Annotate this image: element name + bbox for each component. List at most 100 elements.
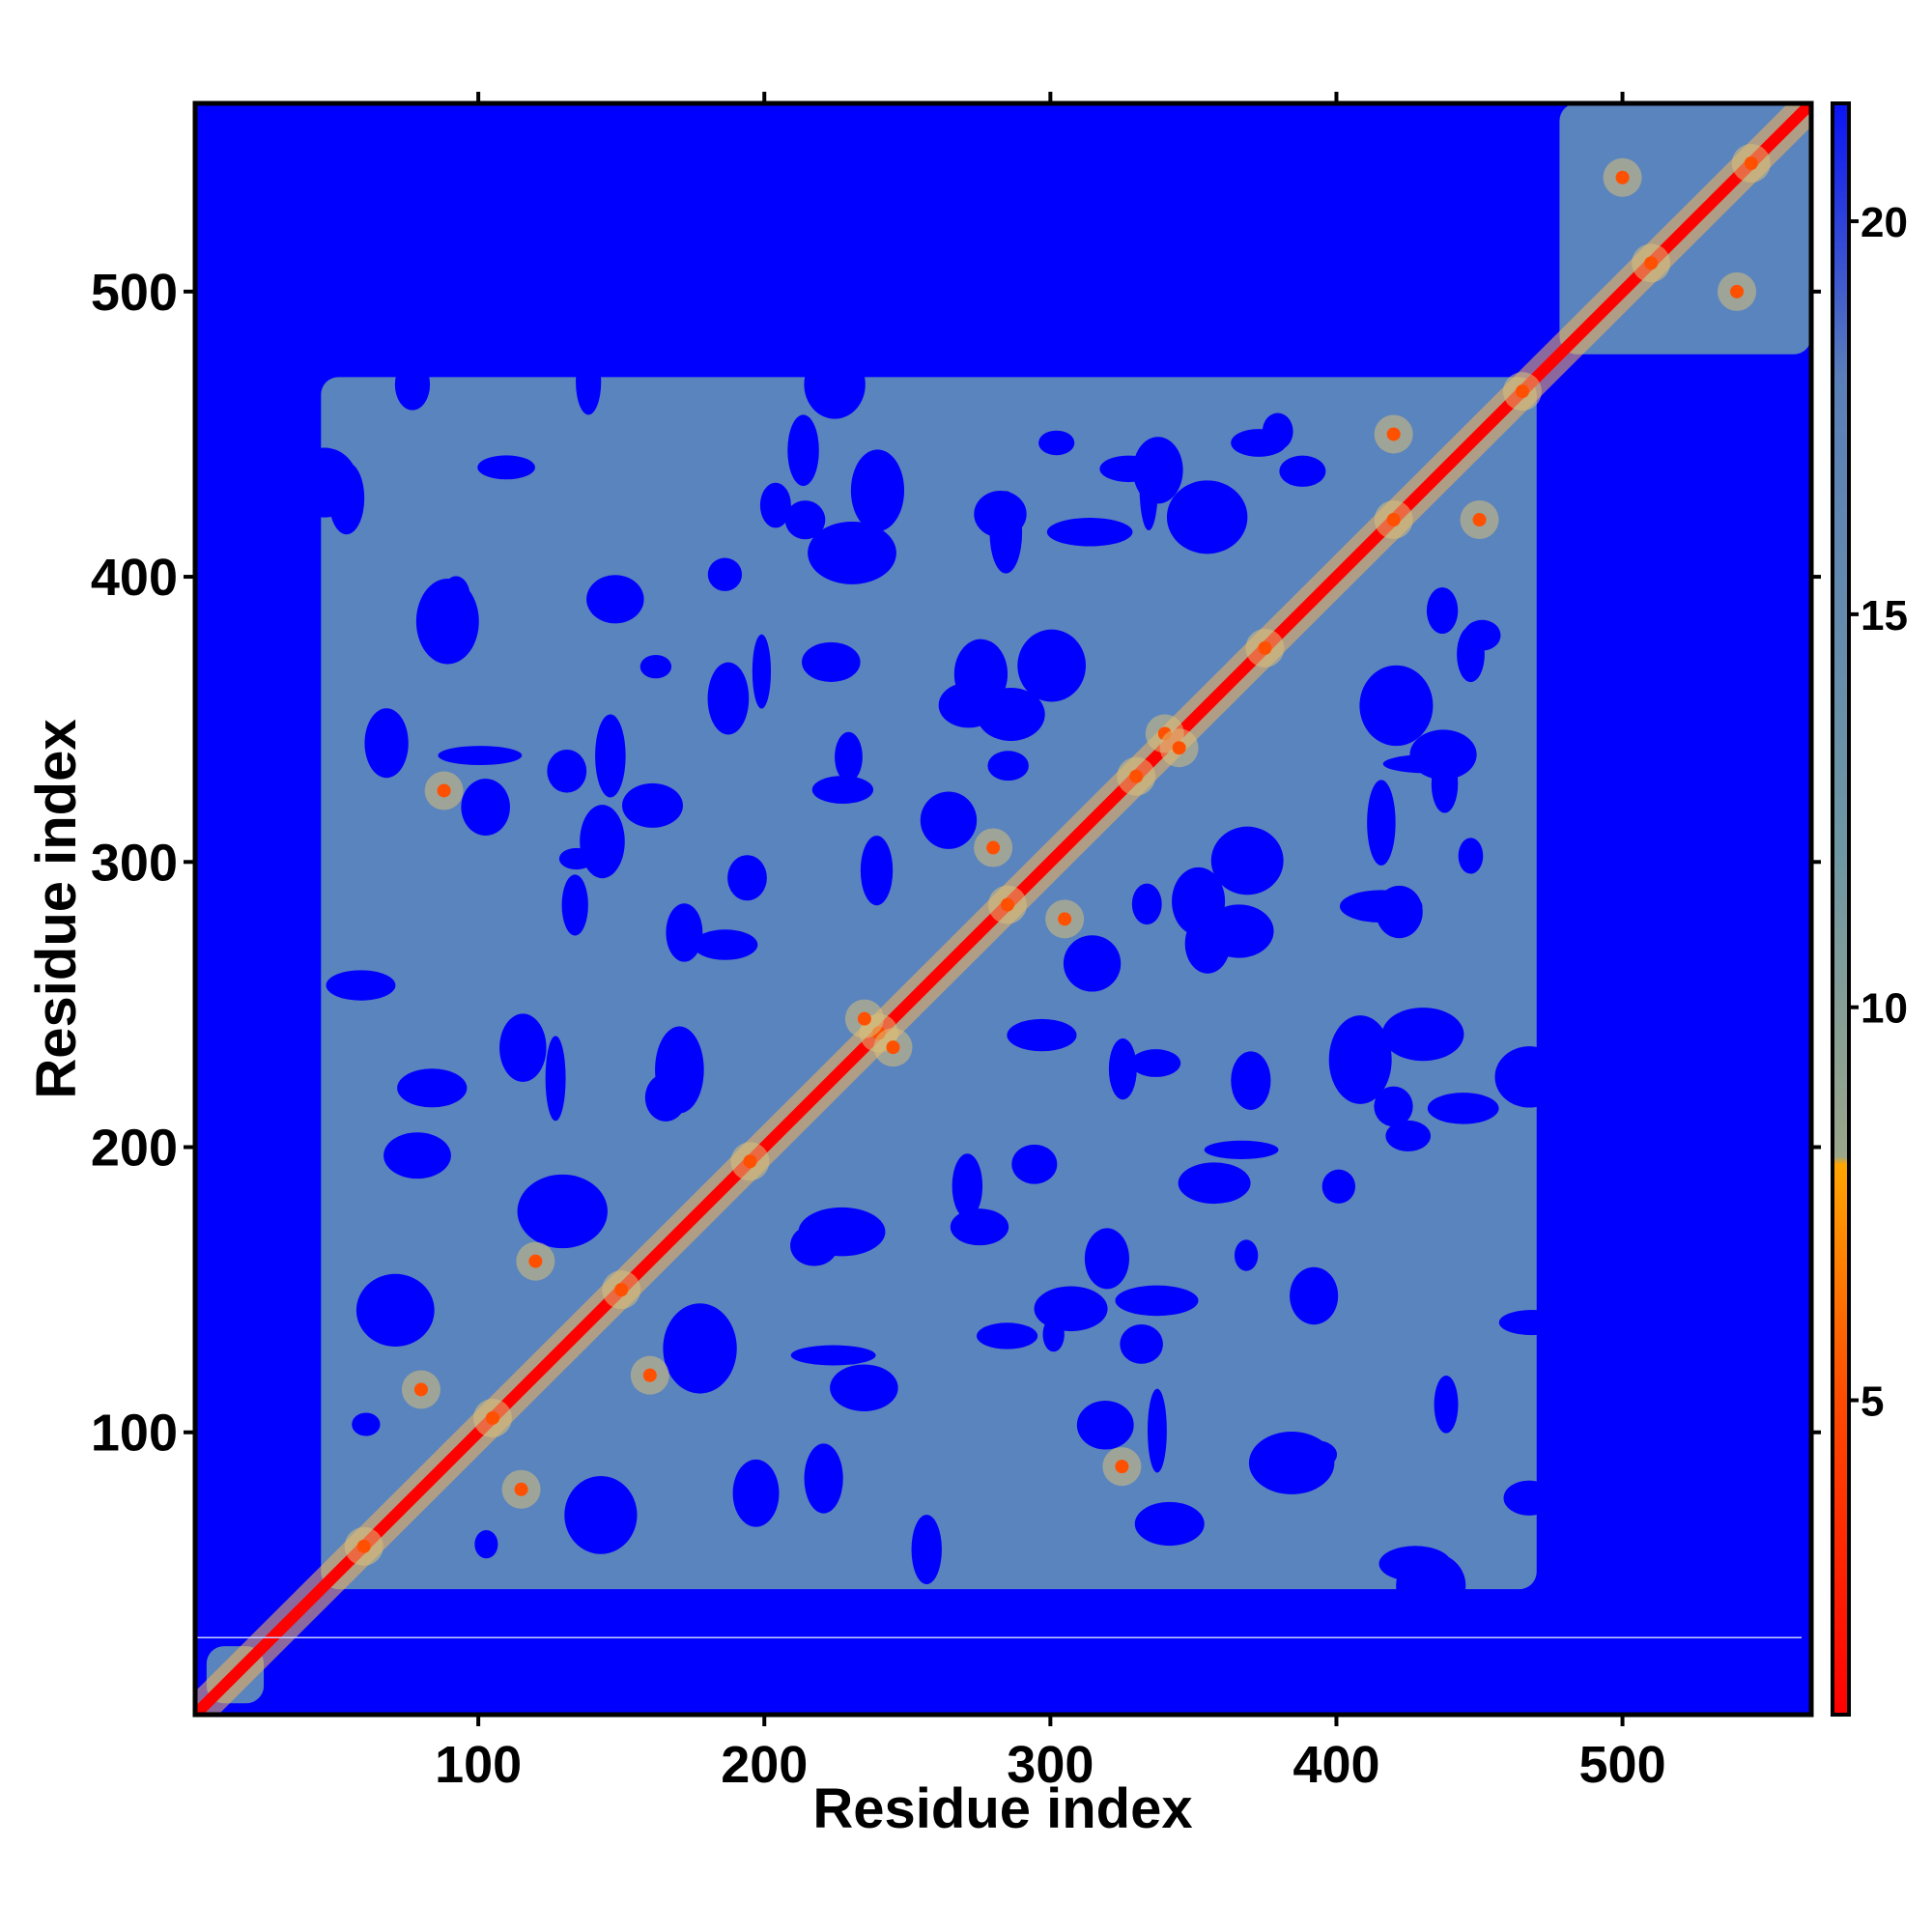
noncontact-region xyxy=(1084,1228,1129,1290)
noncontact-region xyxy=(639,654,672,679)
contact-point xyxy=(1744,156,1758,170)
noncontact-region xyxy=(1262,412,1293,450)
noncontact-region xyxy=(1166,480,1248,554)
contact-point xyxy=(1115,1460,1129,1474)
noncontact-region xyxy=(1178,1162,1251,1205)
noncontact-region xyxy=(707,557,743,591)
contact-point xyxy=(514,1482,528,1496)
contact-point xyxy=(1258,640,1272,655)
noncontact-region xyxy=(1210,826,1284,895)
noncontact-region xyxy=(1234,1239,1259,1271)
y-tick-label: 300 xyxy=(91,834,178,892)
noncontact-region xyxy=(804,1443,843,1514)
noncontact-region xyxy=(1046,518,1133,547)
contact-point xyxy=(1615,170,1630,185)
noncontact-region xyxy=(576,348,602,415)
contact-point xyxy=(437,783,451,798)
contact-point xyxy=(1172,741,1186,755)
noncontact-region xyxy=(1381,1008,1464,1062)
noncontact-region xyxy=(1147,1388,1167,1473)
colorbar-tick-label: 15 xyxy=(1861,592,1908,639)
noncontact-region xyxy=(989,491,1023,574)
colorbar-tick-label: 20 xyxy=(1861,199,1908,246)
noncontact-region xyxy=(1359,665,1434,747)
noncontact-region xyxy=(364,708,409,779)
noncontact-region xyxy=(644,1073,687,1122)
noncontact-region xyxy=(911,1515,942,1584)
noncontact-region xyxy=(352,1412,381,1436)
x-axis: 100 200 300 400 500 xyxy=(435,92,1666,1794)
noncontact-region xyxy=(1131,883,1162,925)
x-tick-label: 400 xyxy=(1293,1736,1379,1794)
noncontact-region xyxy=(1498,1309,1566,1336)
noncontact-region xyxy=(1279,455,1326,487)
noncontact-region xyxy=(1328,1015,1392,1104)
noncontact-region xyxy=(1042,1317,1065,1352)
contact-point xyxy=(485,1410,499,1425)
contact-point xyxy=(1058,912,1072,926)
noncontact-region xyxy=(977,687,1045,742)
y-tick-label: 100 xyxy=(91,1405,178,1463)
noncontact-region xyxy=(1007,1018,1077,1052)
noncontact-region xyxy=(830,1364,898,1411)
noncontact-region xyxy=(394,358,431,411)
contact-point xyxy=(886,1040,900,1055)
noncontact-region xyxy=(1130,1049,1181,1077)
colorbar-tick-label: 5 xyxy=(1861,1378,1884,1426)
contact-point xyxy=(857,1011,871,1026)
x-tick-label: 200 xyxy=(721,1736,808,1794)
heatmap-plot-area xyxy=(195,103,1811,1715)
noncontact-region xyxy=(1108,1037,1137,1100)
noncontact-region xyxy=(707,662,750,735)
noncontact-region xyxy=(328,462,365,535)
colorbar: 5 10 15 20 xyxy=(1811,101,1908,1717)
contact-point xyxy=(642,1368,657,1382)
noncontact-region xyxy=(790,1224,838,1266)
contact-point xyxy=(1472,513,1487,527)
plot-frame xyxy=(192,100,1814,1718)
noncontact-region xyxy=(1321,1169,1356,1204)
noncontact-region xyxy=(663,1303,737,1394)
noncontact-region xyxy=(1011,1144,1058,1184)
noncontact-region xyxy=(1172,867,1226,936)
noncontact-region xyxy=(752,634,772,709)
noncontact-region xyxy=(1367,780,1396,866)
contact-point xyxy=(356,1539,371,1553)
noncontact-region xyxy=(517,1174,608,1249)
noncontact-region xyxy=(355,1273,435,1347)
noncontact-region xyxy=(987,751,1029,781)
noncontact-region xyxy=(397,1068,468,1108)
noncontact-region xyxy=(1378,1546,1452,1582)
x-tick-label: 300 xyxy=(1007,1736,1094,1794)
noncontact-region xyxy=(1290,1266,1339,1325)
noncontact-region xyxy=(835,731,863,782)
noncontact-region xyxy=(415,579,479,665)
heatmap-cells xyxy=(195,103,1811,1715)
colorbar-ticks: 5 10 15 20 xyxy=(1811,199,1908,1435)
contact-point xyxy=(1386,427,1401,441)
noncontact-region xyxy=(595,714,626,798)
noncontact-region xyxy=(1063,935,1122,992)
noncontact-region xyxy=(561,874,588,936)
noncontact-region xyxy=(545,1036,566,1122)
noncontact-region xyxy=(326,970,396,1001)
x-tick-label: 100 xyxy=(435,1736,522,1794)
noncontact-region xyxy=(666,903,703,962)
noncontact-region xyxy=(1339,890,1423,923)
noncontact-region xyxy=(1134,1501,1205,1547)
noncontact-region xyxy=(1426,587,1459,635)
noncontact-region xyxy=(1427,1093,1499,1124)
noncontact-region xyxy=(1463,619,1501,651)
x-tick-label: 500 xyxy=(1579,1736,1666,1794)
noncontact-region xyxy=(850,449,905,532)
noncontact-region xyxy=(787,414,819,487)
y-tick-label: 500 xyxy=(91,264,178,322)
contact-point xyxy=(1730,284,1745,298)
noncontact-region xyxy=(547,749,587,793)
noncontact-region xyxy=(1231,1051,1271,1110)
colorbar-tick-label: 10 xyxy=(1861,985,1908,1033)
contact-point xyxy=(614,1283,629,1297)
noncontact-region xyxy=(1139,441,1158,531)
y-axis: 100 200 300 400 500 xyxy=(91,264,195,1463)
noncontact-region xyxy=(950,1208,1009,1246)
